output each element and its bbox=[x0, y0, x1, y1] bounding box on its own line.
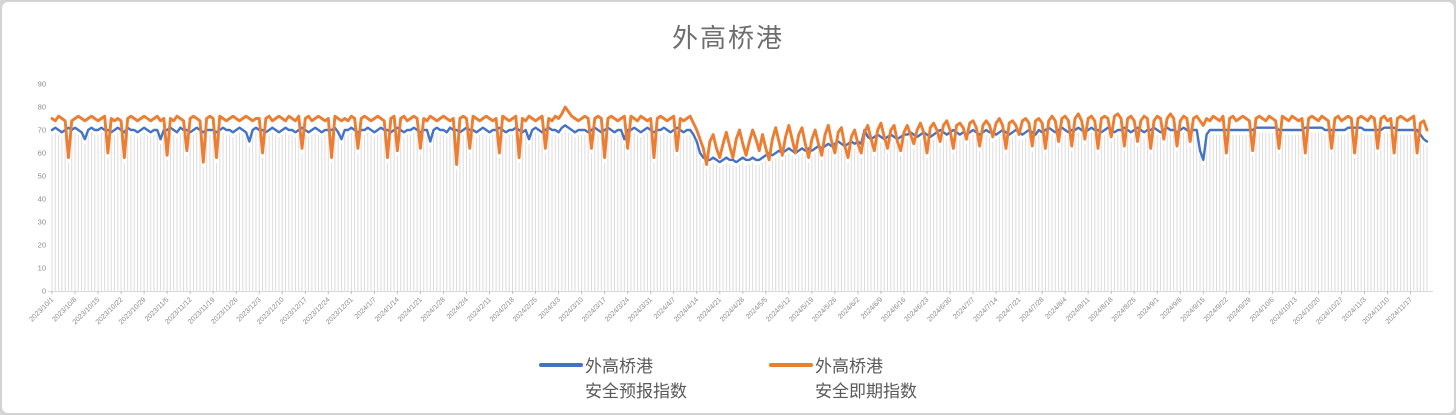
x-axis-tick-label: 2024/6/2 bbox=[837, 296, 861, 320]
x-axis-tick-label: 2024/4/28 bbox=[719, 296, 746, 323]
y-axis-tick-label: 40 bbox=[38, 195, 46, 204]
x-axis-tick-label: 2024/2/25 bbox=[512, 296, 539, 323]
x-axis-tick-label: 2024/9/1 bbox=[1136, 296, 1160, 320]
x-axis-tick-label: 2024/6/30 bbox=[926, 296, 953, 323]
x-axis-tick-label: 2024/3/31 bbox=[627, 296, 654, 323]
legend-label-forecast: 外高桥港 安全预报指数 bbox=[585, 357, 687, 401]
chart-legend: 外高桥港 安全预报指数 外高桥港 安全即期指数 bbox=[2, 354, 1454, 404]
y-axis-tick-label: 50 bbox=[38, 172, 46, 181]
y-axis-tick-label: 30 bbox=[38, 218, 46, 227]
y-axis-tick-label: 60 bbox=[38, 149, 46, 158]
y-axis-tick-label: 70 bbox=[38, 126, 46, 135]
chart-plot-area: 01020304050607080902023/10/12023/10/8202… bbox=[28, 80, 1433, 326]
x-axis-tick-label: 2024/5/26 bbox=[811, 296, 838, 323]
legend-label-spot: 外高桥港 安全即期指数 bbox=[815, 357, 917, 401]
x-axis-tick-label: 2024/1/28 bbox=[420, 296, 447, 323]
daily-gridlines bbox=[51, 130, 1428, 291]
y-axis-tick-label: 90 bbox=[38, 80, 46, 89]
forecast-line-swatch bbox=[539, 363, 583, 367]
chart-title: 外高桥港 bbox=[671, 23, 784, 53]
series-forecast-line bbox=[50, 124, 1429, 164]
x-axis-tick-label: 2024/8/25 bbox=[1111, 296, 1138, 323]
y-axis-tick-label: 0 bbox=[42, 287, 46, 296]
series-spot-line bbox=[50, 105, 1429, 166]
legend-item-forecast: 外高桥港 安全预报指数 bbox=[539, 354, 687, 404]
x-axis-tick-label: 2024/7/28 bbox=[1019, 296, 1046, 323]
spot-line-swatch bbox=[769, 363, 813, 367]
y-axis-tick-label: 10 bbox=[38, 264, 46, 273]
y-axis-tick-label: 80 bbox=[38, 103, 46, 112]
legend-item-spot: 外高桥港 安全即期指数 bbox=[769, 354, 917, 404]
y-axis-tick-label: 20 bbox=[38, 241, 46, 250]
